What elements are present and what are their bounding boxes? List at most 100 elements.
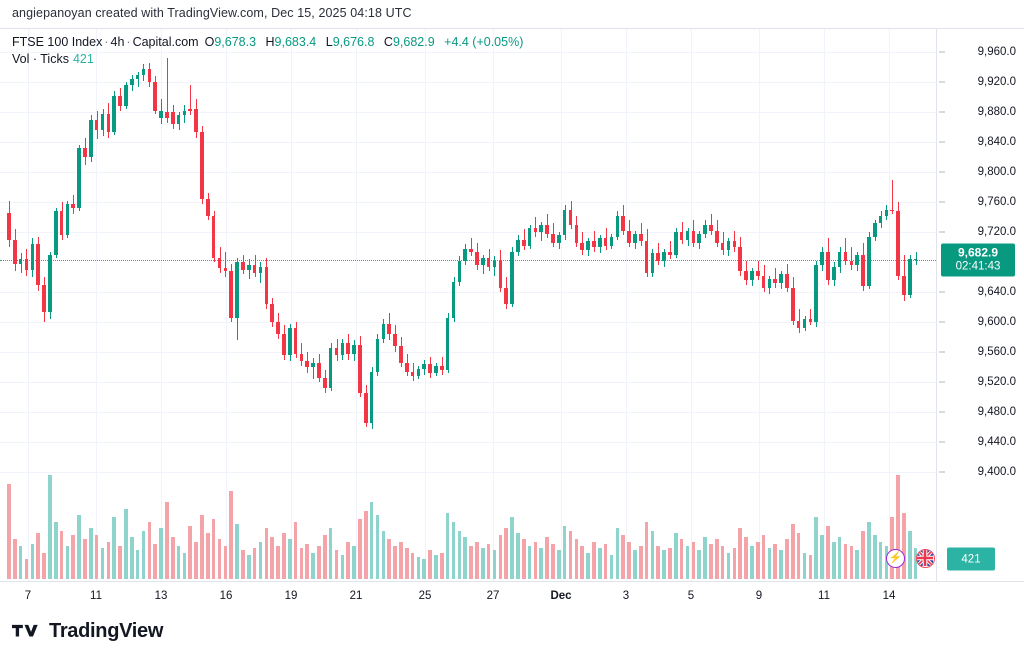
candle-wick	[225, 251, 226, 277]
grid-line-vertical	[889, 29, 890, 581]
volume-bar	[849, 546, 854, 579]
candle-body	[36, 244, 40, 285]
volume-bar	[416, 557, 421, 579]
volume-bar	[124, 508, 128, 579]
volume-bar	[317, 546, 321, 579]
candle-body	[7, 213, 11, 240]
price-tick-label: 9,640.0	[977, 286, 1016, 298]
grid-line-horizontal	[0, 172, 936, 173]
volume-bar	[486, 543, 491, 579]
uk-flag-icon[interactable]	[916, 549, 935, 568]
bar-countdown: 02:41:43	[955, 260, 1001, 273]
candle-body	[855, 254, 859, 265]
volume-bar	[399, 541, 403, 579]
candle-body	[159, 110, 163, 118]
grid-line-horizontal	[0, 442, 936, 443]
volume-bar	[258, 541, 263, 579]
volume-bar	[504, 528, 508, 579]
volume-bar	[358, 518, 362, 579]
price-tick-dash	[939, 441, 945, 443]
candle-body	[77, 148, 81, 208]
candle-body	[726, 241, 731, 250]
candle-body	[714, 230, 719, 243]
chart-plot-area[interactable]: ⚡	[0, 29, 936, 581]
volume-bar	[650, 530, 655, 579]
volume-bar	[779, 550, 783, 579]
volume-bar	[475, 541, 479, 579]
candle-body	[638, 233, 643, 241]
volume-bar	[750, 546, 754, 579]
candle-wick	[810, 308, 811, 325]
volume-bar	[182, 552, 187, 579]
time-axis[interactable]: 7 11 13 16 19 21 25 27 Dec 3 5 9 11 14	[0, 581, 1024, 611]
candle-body	[527, 227, 532, 246]
price-tick-dash	[939, 111, 945, 113]
volume-bar	[176, 546, 181, 579]
volume-bar	[451, 521, 456, 579]
candle-body	[229, 271, 234, 318]
volume-bar	[738, 528, 742, 579]
candle-body	[328, 347, 333, 388]
candle-body	[773, 278, 778, 283]
volume-bar	[375, 515, 380, 579]
price-tick-dash	[939, 291, 945, 293]
candle-body	[340, 343, 345, 355]
price-tick-dash	[939, 51, 945, 53]
candle-body	[358, 344, 362, 393]
candle-body	[908, 259, 912, 295]
candle-wick	[670, 241, 671, 259]
volume-bar	[644, 521, 649, 579]
volume-bar	[855, 550, 859, 579]
candle-body	[802, 319, 807, 328]
candle-body	[621, 215, 625, 231]
candle-body	[521, 239, 526, 246]
grid-line-horizontal	[0, 142, 936, 143]
volume-bar	[820, 535, 824, 579]
candle-body	[129, 79, 134, 85]
price-tick-label: 9,920.0	[977, 76, 1016, 88]
candle-body	[609, 236, 614, 246]
volume-bar	[369, 502, 374, 579]
candle-body	[831, 266, 836, 280]
candle-body	[732, 241, 737, 247]
candle-body	[422, 364, 427, 369]
volume-bar	[720, 546, 725, 579]
volume-bar	[30, 543, 35, 579]
time-tick-label: 25	[418, 590, 432, 602]
volume-bar	[539, 548, 544, 579]
time-tick-label: Dec	[550, 590, 572, 602]
price-tick-dash	[939, 321, 945, 323]
candle-body	[486, 257, 491, 267]
candle-wick	[535, 217, 536, 237]
candle-body	[738, 247, 742, 271]
volume-bar	[533, 541, 538, 579]
time-tick-label: 11	[818, 590, 830, 602]
volume-bar	[328, 528, 333, 579]
candle-body	[53, 211, 58, 255]
candle-wick	[775, 268, 776, 288]
lightning-bolt-icon[interactable]: ⚡	[886, 549, 905, 568]
candle-body	[287, 328, 292, 355]
volume-bar	[71, 535, 76, 579]
candle-body	[363, 392, 368, 423]
candle-body	[188, 109, 193, 111]
volume-bar	[527, 546, 532, 579]
candle-body	[375, 338, 380, 372]
candle-body	[767, 278, 772, 288]
candle-body	[211, 215, 216, 258]
candle-body	[410, 371, 415, 376]
volume-bar	[551, 543, 555, 579]
candle-body	[276, 322, 280, 334]
candle-body	[223, 268, 228, 271]
candle-wick	[167, 58, 168, 123]
time-tick-label: 11	[90, 590, 102, 602]
volume-bar	[480, 548, 485, 579]
volume-bar	[469, 546, 473, 579]
candle-body	[615, 215, 620, 237]
time-tick-label: 19	[284, 590, 298, 602]
price-tick-label: 9,960.0	[977, 46, 1016, 58]
volume-bar	[545, 537, 549, 579]
candle-body	[42, 284, 46, 312]
grid-line-vertical	[691, 29, 692, 581]
price-axis[interactable]: 9,960.0 9,920.0 9,880.0 9,840.0 9,800.0 9,760…	[936, 29, 1024, 581]
